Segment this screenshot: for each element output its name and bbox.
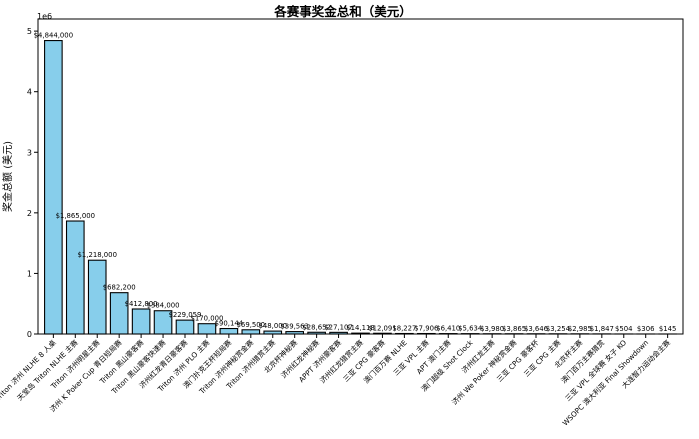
- bar: [67, 221, 85, 334]
- bar-value-label: $3,254: [546, 325, 570, 333]
- chart-title: 各赛事奖金总和（美元）: [273, 4, 412, 19]
- bar: [132, 309, 150, 334]
- y-tick-label: 4: [27, 88, 32, 97]
- y-tick-label: 0: [27, 330, 32, 339]
- bar-value-label: $384,000: [147, 302, 180, 310]
- bar-value-label: $145: [659, 325, 677, 333]
- bar-value-label: $3,865: [502, 325, 526, 333]
- y-axis-offset-label: 1e6: [37, 12, 52, 21]
- bar: [220, 329, 238, 334]
- bar-value-label: $6,410: [436, 325, 460, 333]
- y-tick-label: 3: [27, 148, 32, 157]
- y-tick-label: 1: [27, 269, 32, 278]
- bar-value-label: $8,227: [392, 325, 416, 333]
- bar-value-label: $1,218,000: [78, 251, 117, 259]
- bar-value-label: $504: [615, 325, 633, 333]
- bar-value-label: $1,847: [590, 325, 614, 333]
- bar-value-label: $7,906: [414, 325, 438, 333]
- bar-value-label: $682,200: [103, 284, 136, 292]
- data-labels: $4,844,000$1,865,000$1,218,000$682,200$4…: [34, 32, 677, 333]
- bar: [242, 330, 260, 334]
- bar-value-label: $306: [637, 325, 655, 333]
- bar-value-label: $5,634: [458, 325, 482, 333]
- bar: [198, 324, 216, 334]
- bar-value-label: $3,980: [480, 325, 504, 333]
- bar-value-label: $3,646: [524, 325, 548, 333]
- bar: [110, 293, 128, 334]
- y-axis: 0 1 2 3 4 5: [27, 27, 38, 339]
- bar-value-label: $1,865,000: [56, 212, 95, 220]
- y-tick-label: 5: [27, 27, 32, 36]
- y-tick-label: 2: [27, 209, 32, 218]
- bar-value-label: $2,985: [568, 325, 592, 333]
- bar-value-label: $4,844,000: [34, 32, 73, 40]
- bar: [45, 41, 63, 334]
- bar: [88, 260, 106, 334]
- y-axis-label: 奖金总额 (美元): [1, 141, 14, 212]
- bar-series: [45, 41, 677, 334]
